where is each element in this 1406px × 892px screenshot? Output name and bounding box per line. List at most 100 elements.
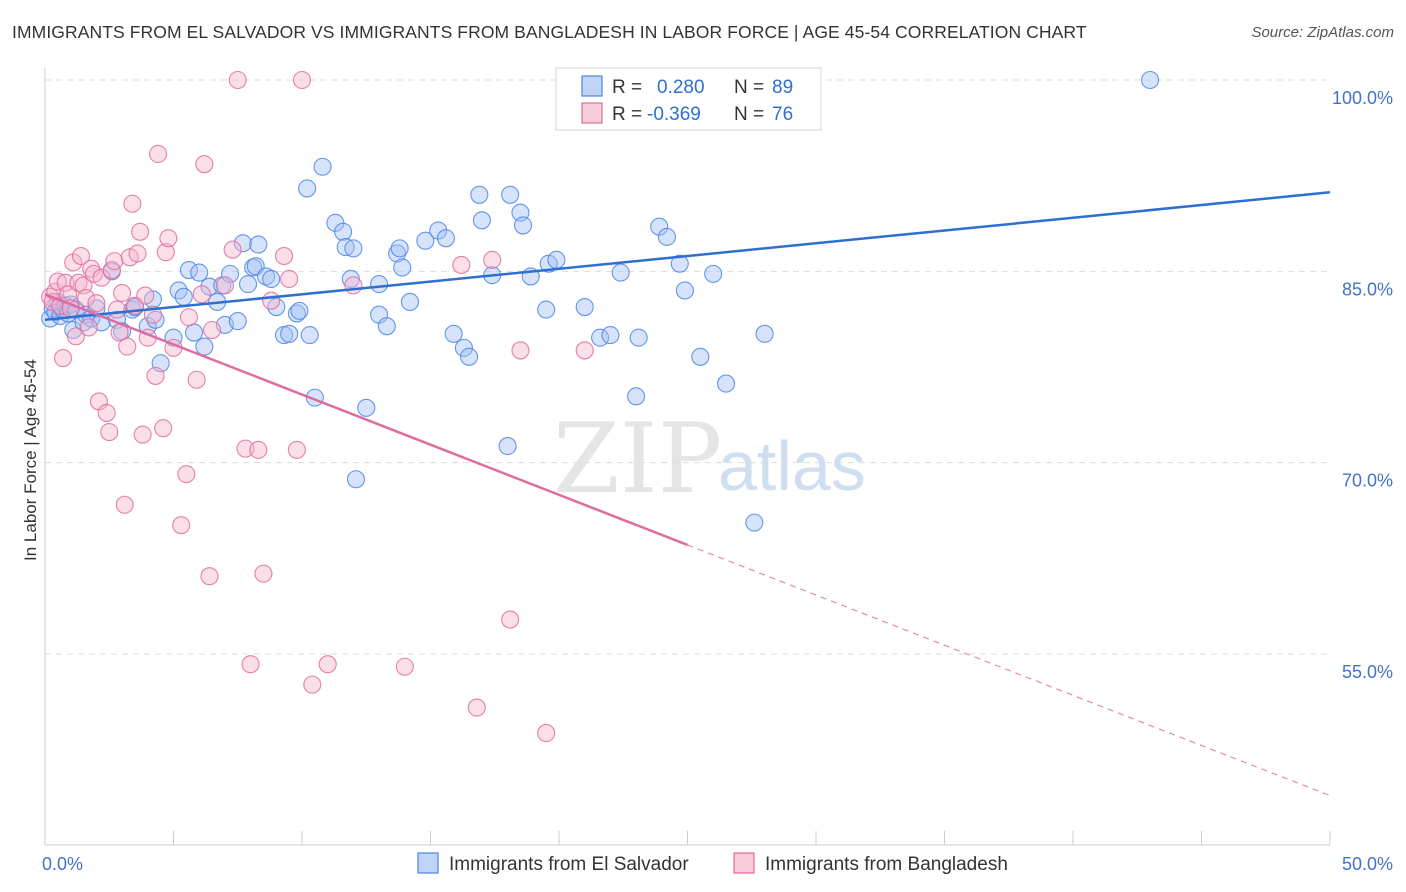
bangladesh-point-69 — [452, 255, 471, 275]
bottom-legend-label-blue: Immigrants from El Salvador — [449, 854, 689, 875]
trend-line-el-salvador — [44, 191, 1331, 322]
el-salvador-point-30 — [190, 263, 209, 282]
el-salvador-point-95 — [691, 347, 710, 366]
el-salvador-point-98 — [716, 374, 736, 393]
el-salvador-point-87 — [601, 326, 620, 345]
el-salvador-point-100 — [1141, 70, 1160, 90]
bangladesh-point-5 — [53, 349, 73, 368]
el-salvador-point-37 — [228, 312, 247, 331]
el-salvador-point-49 — [290, 301, 309, 320]
bangladesh-point-40 — [149, 144, 168, 164]
el-salvador-point-92 — [657, 227, 676, 246]
el-salvador-point-89 — [627, 387, 646, 406]
watermark-zip: ZIP — [553, 403, 722, 515]
bangladesh-point-20 — [92, 268, 111, 287]
tick-labels: 100.0% 85.0% 70.0% 55.0% 0.0% 50.0% — [42, 88, 1393, 874]
source-label: Source: ZipAtlas.com — [1251, 24, 1394, 41]
bangladesh-point-50 — [195, 155, 214, 174]
legend-r-value-1: 0.280 — [657, 77, 705, 98]
series-bangladesh — [41, 70, 594, 743]
el-salvador-point-73 — [459, 347, 479, 366]
el-salvador-point-43 — [256, 267, 276, 286]
bangladesh-point-39 — [146, 366, 165, 385]
trend-line-bangladesh-extension — [687, 544, 1331, 797]
bangladesh-point-22 — [100, 423, 119, 442]
y-tick-label-0: 100.0% — [1332, 88, 1393, 108]
axes — [44, 68, 1331, 846]
bangladesh-point-64 — [292, 70, 312, 90]
el-salvador-point-48 — [287, 304, 306, 323]
el-salvador-point-55 — [334, 222, 353, 241]
bangladesh-point-25 — [107, 300, 127, 319]
x-tick-label-0: 0.0% — [42, 854, 83, 874]
bangladesh-point-75 — [575, 341, 594, 360]
el-salvador-point-58 — [344, 239, 363, 258]
el-salvador-point-80 — [513, 216, 533, 235]
bangladesh-point-67 — [344, 276, 363, 295]
el-salvador-point-71 — [444, 324, 463, 343]
legend-n-value-2: 76 — [772, 104, 793, 125]
bangladesh-point-29 — [118, 337, 137, 356]
bangladesh-point-46 — [177, 465, 196, 484]
y-tick-label-3: 55.0% — [1342, 662, 1393, 682]
el-salvador-point-75 — [472, 211, 491, 230]
el-salvador-point-44 — [262, 269, 281, 289]
el-salvador-point-85 — [575, 297, 594, 317]
bangladesh-point-58 — [249, 440, 268, 459]
bangladesh-point-43 — [159, 229, 178, 248]
bangladesh-point-49 — [192, 285, 211, 304]
el-salvador-point-31 — [195, 337, 214, 356]
bangladesh-point-56 — [236, 439, 255, 458]
bangladesh-point-42 — [156, 243, 175, 262]
bangladesh-point-74 — [537, 724, 556, 743]
bangladesh-point-10 — [66, 327, 85, 346]
bangladesh-point-18 — [87, 294, 106, 313]
bangladesh-point-54 — [223, 240, 242, 259]
bangladesh-point-12 — [71, 246, 91, 266]
el-salvador-point-78 — [501, 185, 520, 204]
el-salvador-point-91 — [650, 217, 669, 236]
y-tick-label-1: 85.0% — [1342, 279, 1393, 299]
bangladesh-point-14 — [77, 289, 96, 308]
el-salvador-point-51 — [300, 326, 319, 345]
el-salvador-point-65 — [390, 239, 409, 258]
bangladesh-point-60 — [262, 291, 281, 310]
bottom-legend-label-pink: Immigrants from Bangladesh — [765, 854, 1008, 875]
bangladesh-point-65 — [303, 675, 322, 694]
bangladesh-point-35 — [133, 425, 152, 444]
bangladesh-point-59 — [254, 564, 273, 583]
legend-r-label-2: R = — [612, 104, 642, 125]
el-salvador-point-82 — [537, 300, 556, 319]
el-salvador-point-42 — [249, 235, 268, 254]
el-salvador-point-94 — [675, 281, 694, 300]
series-legend: Immigrants from El Salvador Immigrants f… — [417, 852, 1008, 875]
el-salvador-point-29 — [185, 323, 204, 342]
el-salvador-point-64 — [388, 244, 407, 263]
el-salvador-point-39 — [238, 275, 258, 294]
el-salvador-point-88 — [611, 263, 630, 282]
bangladesh-point-33 — [128, 244, 147, 263]
bangladesh-point-6 — [56, 273, 75, 292]
el-salvador-point-50 — [298, 179, 317, 198]
bangladesh-point-70 — [467, 698, 486, 717]
el-salvador-point-93 — [670, 254, 689, 273]
watermark-atlas: atlas — [718, 427, 866, 505]
legend-n-value-1: 89 — [772, 77, 793, 98]
bangladesh-point-41 — [154, 419, 173, 438]
stats-legend: R = 0.280 N = 89 R = -0.369 N = 76 — [555, 67, 822, 131]
bangladesh-point-45 — [172, 516, 191, 535]
el-salvador-point-36 — [220, 264, 240, 283]
bangladesh-point-15 — [79, 318, 98, 337]
el-salvador-point-60 — [357, 398, 376, 417]
bangladesh-point-3 — [48, 272, 67, 291]
bottom-legend-swatch-blue — [417, 852, 439, 874]
bangladesh-point-24 — [105, 252, 124, 271]
gridlines — [45, 79, 1330, 655]
el-salvador-point-67 — [400, 292, 419, 311]
legend-swatch-blue — [581, 75, 603, 97]
chart-title: IMMIGRANTS FROM EL SALVADOR VS IMMIGRANT… — [12, 22, 1087, 42]
bangladesh-point-57 — [241, 655, 260, 674]
el-salvador-point-61 — [370, 275, 389, 294]
bangladesh-point-11 — [69, 273, 88, 292]
bangladesh-point-36 — [136, 286, 155, 305]
